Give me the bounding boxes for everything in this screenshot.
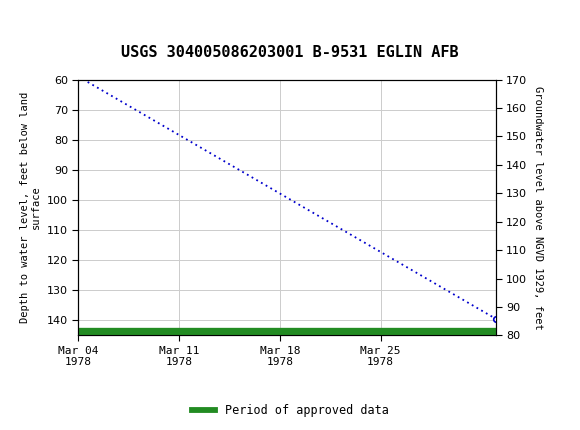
Y-axis label: Groundwater level above NGVD 1929, feet: Groundwater level above NGVD 1929, feet: [533, 86, 543, 329]
Legend: Period of approved data: Period of approved data: [187, 399, 393, 422]
Text: USGS 304005086203001 B-9531 EGLIN AFB: USGS 304005086203001 B-9531 EGLIN AFB: [121, 45, 459, 60]
Y-axis label: Depth to water level, feet below land
surface: Depth to water level, feet below land su…: [20, 92, 41, 323]
Text: ≡USGS: ≡USGS: [10, 10, 92, 30]
